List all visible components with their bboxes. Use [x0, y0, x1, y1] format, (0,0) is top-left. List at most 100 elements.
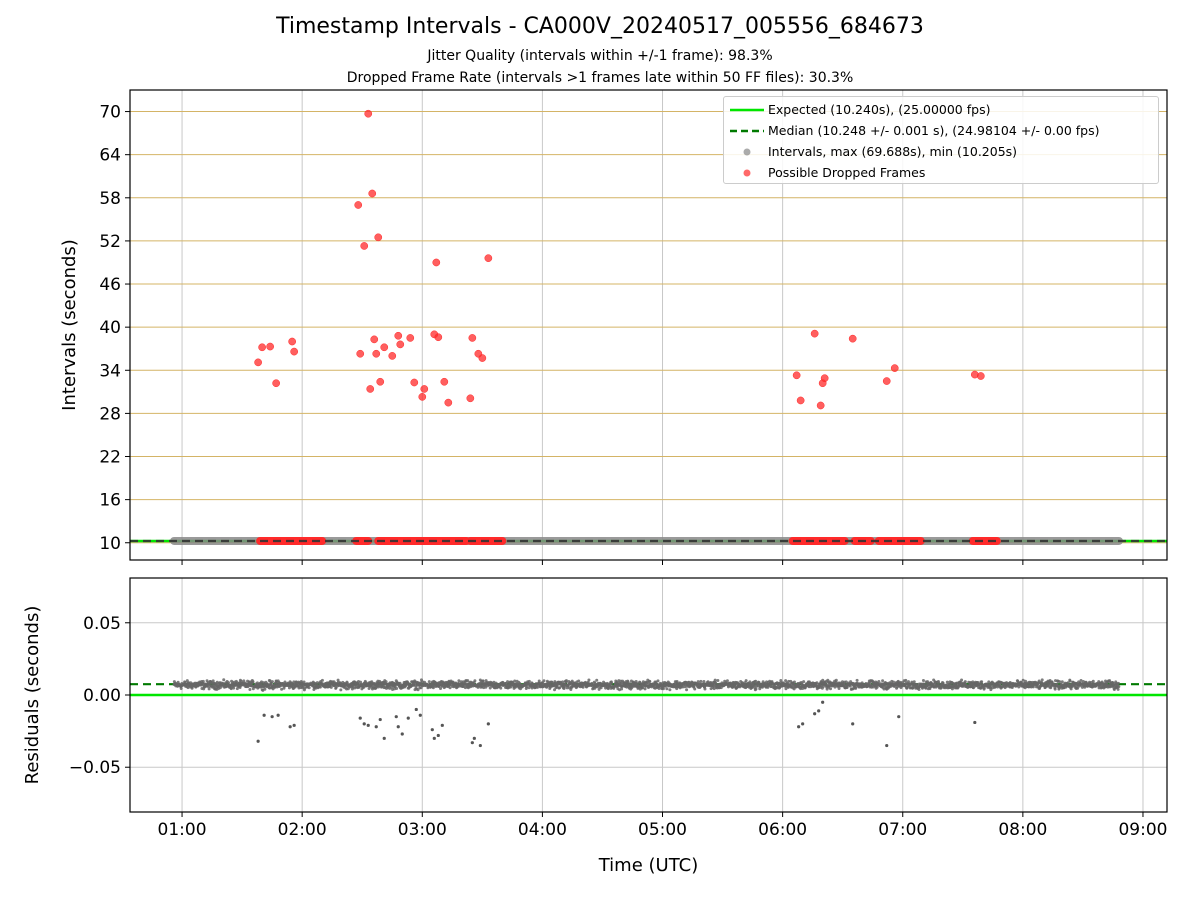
residual-point [1117, 685, 1121, 689]
residual-point [229, 687, 233, 691]
dropped-frame-point [368, 189, 377, 198]
residual-point [696, 680, 700, 684]
residual-outlier-point [817, 709, 821, 713]
intervals-y-tick-label: 40 [99, 318, 121, 338]
residual-point [855, 678, 859, 682]
residual-point [367, 686, 371, 690]
dropped-frame-point [356, 349, 365, 358]
residual-outlier-point [396, 725, 400, 729]
residual-point [558, 686, 562, 690]
residual-point [1021, 678, 1025, 682]
dropped-frame-point [290, 347, 299, 356]
residual-outlier-point [292, 723, 296, 727]
dropped-frame-point [484, 254, 493, 263]
residual-point [699, 679, 703, 683]
residual-outlier-point [430, 728, 434, 732]
dropped-frame-point [376, 377, 385, 386]
residual-point [1017, 685, 1021, 689]
residual-point [784, 679, 788, 683]
residual-point [427, 680, 431, 684]
residual-outlier-point [851, 722, 855, 726]
residual-point [270, 680, 274, 684]
residual-point [648, 679, 652, 683]
residual-point [912, 680, 916, 684]
residual-point [488, 686, 492, 690]
legend-swatch-dropped [743, 169, 751, 177]
residual-point [268, 679, 272, 683]
dropped-frame-point [360, 242, 369, 250]
chart-title: Timestamp Intervals - CA000V_20240517_00… [276, 14, 924, 39]
residual-point [692, 684, 696, 688]
residual-point [448, 686, 452, 690]
chart-subtitle-dropped: Dropped Frame Rate (intervals >1 frames … [346, 70, 854, 86]
dropped-frame-point [418, 393, 427, 401]
residual-point [713, 678, 717, 682]
intervals-frame [129, 89, 1168, 561]
intervals-y-tick-label: 52 [99, 232, 121, 252]
dropped-frame-point [406, 334, 415, 342]
intervals-plot: 10 16 22 28 34 40 46 52 58 64 70 Intervals (seconds… [59, 89, 1168, 565]
dropped-frame-point [410, 378, 419, 387]
dropped-frame-point [288, 337, 297, 346]
residual-point [754, 679, 758, 683]
dropped-frame-point [792, 371, 801, 380]
residual-point [329, 685, 333, 689]
residual-point [513, 679, 517, 683]
residual-point [703, 687, 707, 691]
residual-point [419, 686, 423, 690]
intervals-y-axis-label: Intervals (seconds) [59, 239, 80, 411]
residual-point [263, 687, 267, 691]
residual-point [466, 679, 470, 683]
legend-swatch-intervals [743, 148, 751, 156]
residual-point [643, 687, 647, 691]
residual-point [179, 686, 183, 690]
residual-point [1031, 685, 1035, 689]
dropped-frame-point [266, 342, 274, 351]
dropped-frame-point [810, 329, 819, 338]
residual-point [398, 681, 402, 685]
residual-point [779, 679, 783, 683]
legend-label-dropped: Possible Dropped Frames [768, 165, 926, 180]
residual-point [837, 686, 841, 690]
residual-point [1060, 680, 1064, 684]
residual-point [451, 680, 455, 684]
residual-outlier-point [478, 743, 482, 748]
dropped-frame-point [434, 333, 443, 342]
legend-swatch-median [730, 129, 764, 133]
residual-outlier-point [400, 732, 404, 736]
residual-point [315, 681, 319, 685]
dropped-frame-point [388, 352, 397, 360]
residuals-y-tick-label: 0.00 [83, 686, 121, 706]
legend-label-expected: Expected (10.240s), (25.00000 fps) [768, 102, 991, 117]
chart-subtitle-jitter: Jitter Quality (intervals within +/-1 fr… [427, 48, 773, 64]
residual-point [685, 688, 689, 692]
x-axis-label: Time (UTC) [598, 855, 699, 876]
residual-point [917, 688, 921, 692]
residual-point [473, 679, 477, 683]
legend-label-median: Median (10.248 +/- 0.001 s), (24.98104 +… [768, 123, 1100, 138]
intervals-y-tick-label: 16 [99, 491, 121, 511]
intervals-y-tick-label: 34 [99, 361, 121, 381]
intervals-y-tick-label: 64 [99, 146, 121, 166]
residual-point [362, 685, 366, 689]
dropped-frame-point [364, 109, 373, 118]
residual-outlier-point [813, 712, 817, 716]
residual-point [307, 686, 311, 690]
legend-entry-median: Median (10.248 +/- 0.001 s), (24.98104 +… [724, 122, 1158, 140]
residual-point [542, 679, 546, 683]
residual-point [248, 688, 252, 692]
dropped-frame-point [440, 377, 449, 386]
residual-outlier-point [270, 715, 274, 719]
residual-point [1068, 679, 1072, 683]
residual-point [201, 679, 205, 683]
intervals-y-tick-label: 58 [99, 189, 121, 209]
residual-point [587, 678, 591, 682]
residual-outlier-point [797, 725, 801, 729]
x-tick-label: 04:00 [518, 820, 567, 840]
residual-point [845, 685, 849, 689]
dropped-frame-point [372, 349, 381, 358]
residual-point [675, 680, 679, 684]
residual-point [960, 678, 964, 682]
residual-point [1116, 687, 1120, 691]
